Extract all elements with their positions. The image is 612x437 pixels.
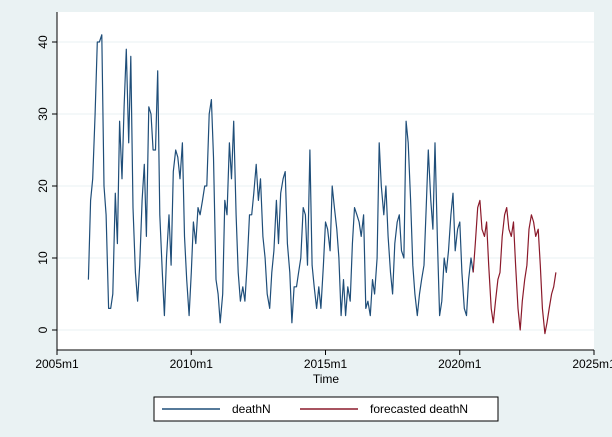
x-tick-label: 2015m1 xyxy=(304,357,348,371)
series-lines xyxy=(87,34,557,335)
x-tick-label: 2010m1 xyxy=(170,357,214,371)
x-axis-title: Time xyxy=(313,372,340,386)
x-tick-label: 2020m1 xyxy=(438,357,482,371)
y-tick-label: 20 xyxy=(36,179,50,193)
y-tick-label: 10 xyxy=(36,251,50,265)
x-tick-label: 2025m1 xyxy=(572,357,612,371)
legend: deathN forecasted deathN xyxy=(153,396,499,422)
y-tick-label: 30 xyxy=(36,107,50,121)
series-line-deathN xyxy=(87,34,474,324)
series-line-forecasted-deathN xyxy=(472,199,557,335)
x-tick-label: 2005m1 xyxy=(35,357,79,371)
y-tick-label: 40 xyxy=(36,35,50,49)
legend-label-forecasted-deathN: forecasted deathN xyxy=(370,402,468,416)
grid-lines xyxy=(57,41,594,331)
tick-marks: 0 10 20 30 40 2005m1 2010m1 2015m1 2020m1 2025m1 xyxy=(35,35,612,371)
legend-label-deathN: deathN xyxy=(232,402,271,416)
plot-area xyxy=(57,12,594,350)
y-tick-label: 0 xyxy=(36,326,50,333)
